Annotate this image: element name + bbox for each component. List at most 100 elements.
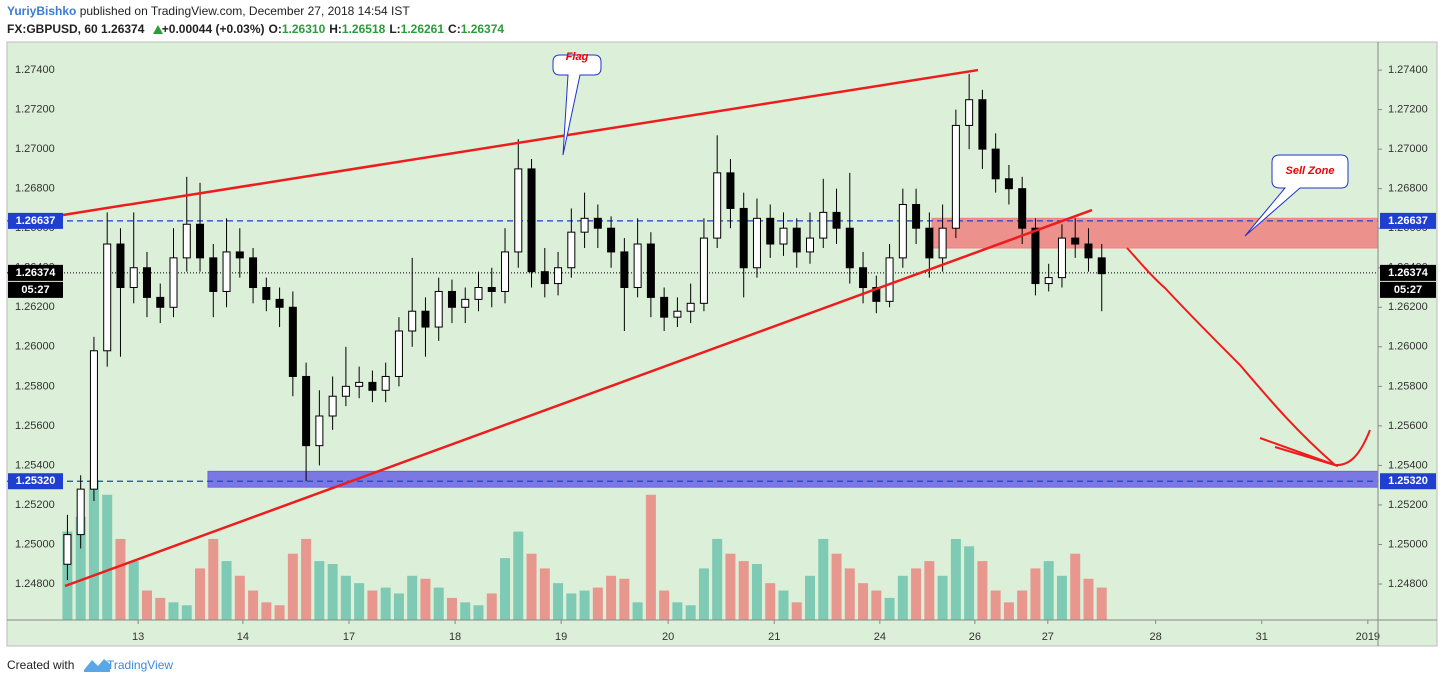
volume-bar xyxy=(924,561,935,620)
candle-body xyxy=(288,306,297,377)
quote-value: 1.26374 xyxy=(461,22,505,36)
volume-bar xyxy=(553,583,564,620)
volume-bar xyxy=(1083,578,1094,620)
header-line-2: FX:GBPUSD, 60 1.26374 +0.00044 (+0.03%) O… xyxy=(7,22,504,36)
candle-body xyxy=(355,381,364,387)
candle-body xyxy=(249,257,258,289)
countdown-label: 05:27 xyxy=(21,284,49,296)
candle-body xyxy=(1031,227,1040,285)
volume-bar xyxy=(1030,568,1041,620)
candle-body xyxy=(196,223,205,259)
candle-body xyxy=(156,296,165,308)
candle-body xyxy=(580,217,589,233)
candle-body xyxy=(713,172,722,239)
flag-callout xyxy=(552,54,602,156)
candle-body xyxy=(527,168,536,273)
volume-bar xyxy=(712,538,723,620)
x-tick-label: 19 xyxy=(555,631,567,643)
volume-bar xyxy=(221,561,232,620)
volume-bar xyxy=(911,568,922,620)
volume-bar xyxy=(871,590,882,620)
candle-body xyxy=(434,290,443,328)
y-tick-label-left: 1.26200 xyxy=(15,301,55,313)
candle-body xyxy=(792,227,801,253)
candle-body xyxy=(673,310,682,318)
candle-body xyxy=(832,211,841,229)
trendline xyxy=(64,208,1093,588)
quote-value: 1.26518 xyxy=(342,22,386,36)
candle-body xyxy=(63,534,72,565)
volume-bar xyxy=(765,583,776,620)
volume-bar xyxy=(526,553,537,620)
volume-bar xyxy=(287,553,298,620)
volume-bar xyxy=(619,578,630,620)
volume-bar xyxy=(354,583,365,620)
candle-body xyxy=(302,375,311,447)
candle-body xyxy=(554,267,563,285)
volume-bar xyxy=(75,516,86,620)
volume-bar xyxy=(858,583,869,620)
volume-bar xyxy=(128,561,139,620)
volume-bar xyxy=(1056,575,1067,620)
volume-bar xyxy=(141,590,152,620)
candle-body xyxy=(129,267,138,289)
trendline xyxy=(62,68,979,217)
candle-body xyxy=(315,415,324,447)
candle-body xyxy=(461,298,470,308)
volume-bar xyxy=(420,578,431,620)
candle-body xyxy=(487,287,496,292)
candle-body xyxy=(89,350,98,490)
volume-bar xyxy=(725,553,736,620)
y-tick-label-left: 1.27400 xyxy=(15,64,55,76)
candle-body xyxy=(368,381,377,391)
up-triangle xyxy=(153,25,163,34)
volume-bar xyxy=(897,575,908,620)
y-tick-label-right: 1.26200 xyxy=(1388,301,1428,313)
candle-body xyxy=(262,287,271,300)
candle-body xyxy=(567,231,576,269)
candle-body xyxy=(898,203,907,259)
volume-bar xyxy=(473,605,484,620)
header-line-1: YuriyBishko published on TradingView.com… xyxy=(7,4,410,18)
volume-bar xyxy=(698,568,709,620)
candle-body xyxy=(394,330,403,377)
price-label: 1.26637 xyxy=(16,215,56,227)
candle-body xyxy=(726,172,735,209)
y-tick-label-right: 1.27400 xyxy=(1388,64,1428,76)
x-tick-label: 27 xyxy=(1042,631,1054,643)
y-tick-label-left: 1.25000 xyxy=(15,538,55,550)
volume-bar xyxy=(367,590,378,620)
volume-bar xyxy=(234,575,245,620)
candle-body xyxy=(699,237,708,304)
volume-bar xyxy=(805,575,816,620)
volume-bar xyxy=(884,597,895,620)
price-label-box xyxy=(1380,264,1436,281)
candle-body xyxy=(275,298,284,308)
volume-bar xyxy=(751,564,762,620)
candle-body xyxy=(408,310,417,332)
y-tick-label-right: 1.25800 xyxy=(1388,380,1428,392)
volume-bar xyxy=(592,587,603,620)
volume-bar xyxy=(964,546,975,620)
published: published on TradingView.com, December 2… xyxy=(80,4,411,18)
quote-label: C: xyxy=(448,22,461,36)
candle-body xyxy=(925,227,934,259)
zone xyxy=(207,470,1379,488)
candle-body xyxy=(938,227,947,259)
candle-body xyxy=(646,243,655,298)
volume-bar xyxy=(672,602,683,620)
candle-body xyxy=(885,257,894,302)
x-tick-label: 17 xyxy=(343,631,355,643)
volume-bar xyxy=(632,602,643,620)
candle-body xyxy=(328,395,337,417)
price-label: 1.25320 xyxy=(16,475,56,487)
candle-body xyxy=(142,267,151,298)
volume-bar xyxy=(831,553,842,620)
sell-zone-label: Sell Zone xyxy=(1286,165,1335,177)
quote-label: H: xyxy=(329,22,342,36)
candle-body xyxy=(819,211,828,239)
flag-label: Flag xyxy=(566,51,589,63)
volume-bar xyxy=(181,605,192,620)
footer-text: Created with xyxy=(7,658,74,672)
